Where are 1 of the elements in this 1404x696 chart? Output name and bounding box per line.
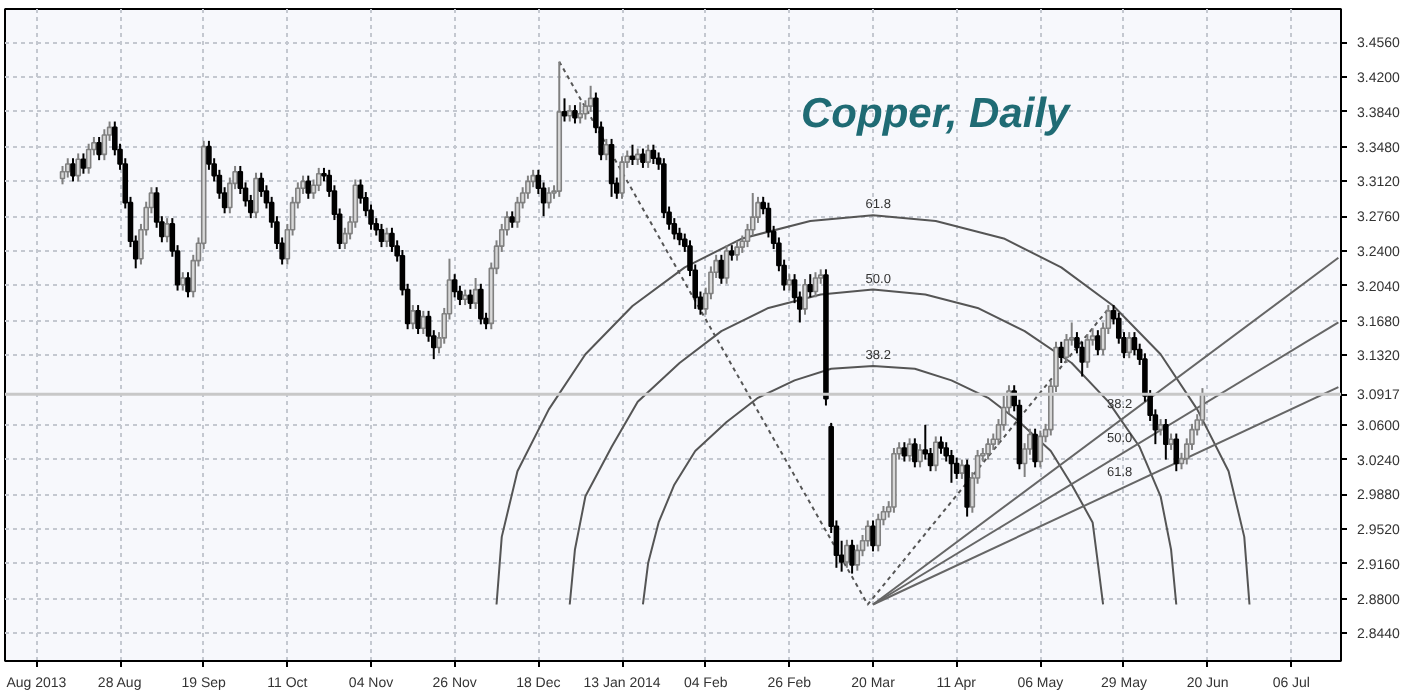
text: Copper, Daily [801, 91, 1073, 137]
